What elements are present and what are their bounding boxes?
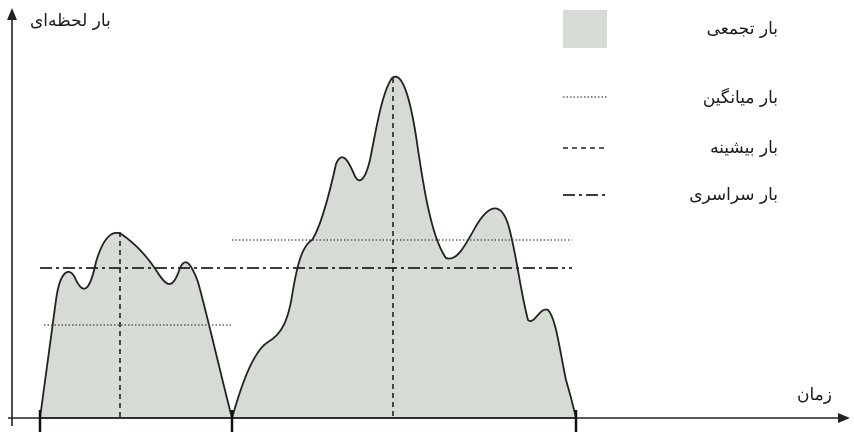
y-axis-label: بار لحظه‌ای — [30, 11, 111, 31]
legend-swatch-cumulative — [563, 10, 607, 48]
load-area-2 — [230, 75, 578, 419]
x-axis-label: زمان — [797, 385, 832, 405]
legend: بار تجمعی بار میانگین بار بیشینه بار سرا… — [563, 10, 778, 205]
legend-label-global: بار سراسری — [689, 185, 778, 205]
y-axis-arrow-icon — [7, 8, 17, 20]
x-axis-arrow-icon — [838, 413, 850, 423]
legend-label-cumulative: بار تجمعی — [707, 19, 778, 39]
legend-label-average: بار میانگین — [703, 87, 778, 108]
legend-label-peak: بار بیشینه — [710, 138, 778, 158]
